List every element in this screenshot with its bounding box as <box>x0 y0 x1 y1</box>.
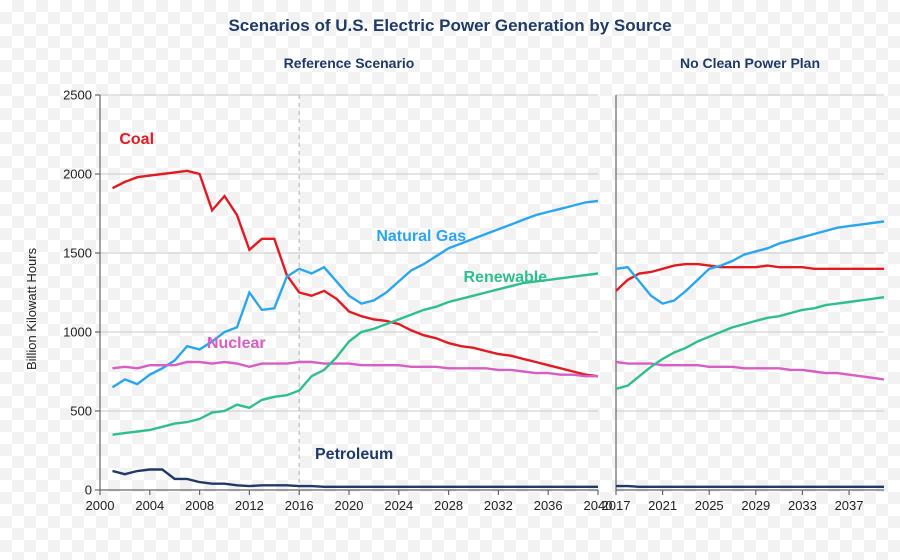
x-tick: 2037 <box>835 498 864 513</box>
plot-no-cpp <box>0 0 900 560</box>
series-label-naturalgas: Natural Gas <box>376 228 466 246</box>
x-tick: 2025 <box>695 498 724 513</box>
series-petroleum <box>616 486 884 487</box>
x-tick: 2033 <box>788 498 817 513</box>
series-label-nuclear: Nuclear <box>207 335 266 353</box>
x-tick: 2017 <box>602 498 631 513</box>
series-label-coal: Coal <box>119 131 154 149</box>
series-label-petroleum: Petroleum <box>315 446 393 464</box>
series-label-renewable: Renewable <box>464 269 548 287</box>
x-tick: 2021 <box>648 498 677 513</box>
series-coal <box>616 264 884 291</box>
x-tick: 2029 <box>741 498 770 513</box>
series-naturalgas <box>616 221 884 303</box>
